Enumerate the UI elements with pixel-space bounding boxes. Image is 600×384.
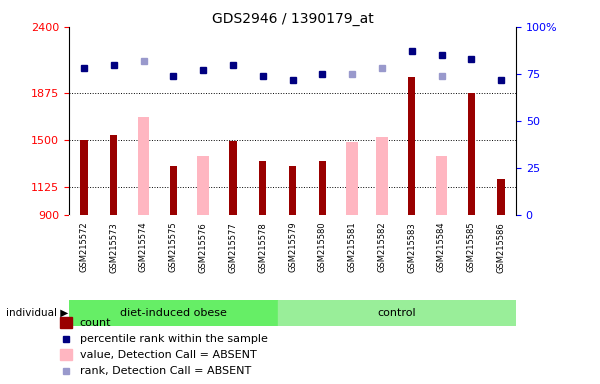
Bar <box>197 156 209 215</box>
Bar <box>69 300 278 326</box>
Text: individual ▶: individual ▶ <box>6 308 68 318</box>
Text: GSM215573: GSM215573 <box>109 222 118 273</box>
Text: GSM215575: GSM215575 <box>169 222 178 272</box>
Title: GDS2946 / 1390179_at: GDS2946 / 1390179_at <box>212 12 373 26</box>
Text: GSM215586: GSM215586 <box>497 222 506 273</box>
Text: GSM215584: GSM215584 <box>437 222 446 272</box>
Text: GSM215582: GSM215582 <box>377 222 386 272</box>
Text: GSM215577: GSM215577 <box>229 222 238 273</box>
Bar <box>60 349 71 360</box>
Bar <box>289 166 296 215</box>
Bar <box>110 135 118 215</box>
Text: GSM215581: GSM215581 <box>347 222 356 272</box>
Bar <box>497 179 505 215</box>
Text: GSM215580: GSM215580 <box>318 222 327 272</box>
Bar <box>170 166 177 215</box>
Text: GSM215574: GSM215574 <box>139 222 148 272</box>
Text: GSM215585: GSM215585 <box>467 222 476 272</box>
Text: value, Detection Call = ABSENT: value, Detection Call = ABSENT <box>80 350 256 360</box>
Bar <box>346 142 358 215</box>
Text: rank, Detection Call = ABSENT: rank, Detection Call = ABSENT <box>80 366 251 376</box>
Bar <box>376 137 388 215</box>
Bar <box>259 161 266 215</box>
Bar <box>408 77 415 215</box>
Text: diet-induced obese: diet-induced obese <box>120 308 227 318</box>
Text: count: count <box>80 318 111 328</box>
Bar <box>436 156 447 215</box>
Bar <box>319 161 326 215</box>
Text: GSM215579: GSM215579 <box>288 222 297 272</box>
Text: GSM215576: GSM215576 <box>199 222 208 273</box>
Text: GSM215578: GSM215578 <box>258 222 267 273</box>
Bar <box>60 317 71 328</box>
Bar <box>229 141 236 215</box>
Text: GSM215583: GSM215583 <box>407 222 416 273</box>
Bar <box>80 140 88 215</box>
Text: control: control <box>377 308 416 318</box>
Bar <box>278 300 516 326</box>
Bar <box>138 117 149 215</box>
Text: GSM215572: GSM215572 <box>79 222 88 272</box>
Text: percentile rank within the sample: percentile rank within the sample <box>80 334 268 344</box>
Bar <box>467 93 475 215</box>
